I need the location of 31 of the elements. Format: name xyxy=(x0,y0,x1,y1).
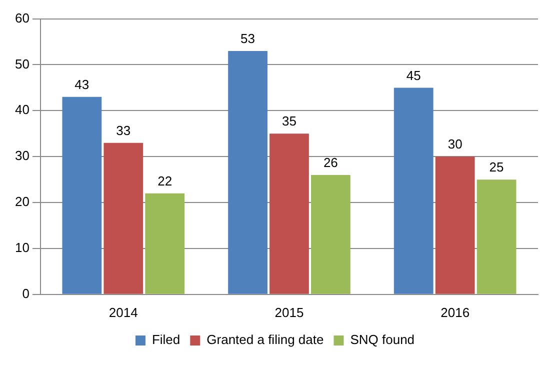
bar xyxy=(476,180,516,294)
data-label: 35 xyxy=(282,114,296,129)
y-tick-label: 20 xyxy=(14,194,30,210)
y-tick-label: 0 xyxy=(22,286,30,301)
bar xyxy=(270,134,309,294)
y-tick-label: 10 xyxy=(14,240,30,256)
legend-label: Granted a filing date xyxy=(206,332,324,348)
y-tick-label: 60 xyxy=(14,10,30,26)
data-label: 26 xyxy=(323,155,338,170)
bar xyxy=(311,174,350,294)
data-label: 33 xyxy=(116,122,131,138)
x-tick-label: 2015 xyxy=(274,304,304,320)
data-label: 25 xyxy=(489,160,504,175)
x-tick-label: 2014 xyxy=(108,304,138,320)
bar xyxy=(145,193,185,294)
data-label: 53 xyxy=(240,31,256,46)
legend-label: Filed xyxy=(152,332,180,348)
data-label: 30 xyxy=(448,136,462,152)
y-tick-label: 50 xyxy=(14,56,30,72)
bar xyxy=(104,142,144,294)
data-label: 43 xyxy=(74,76,90,92)
data-label: 45 xyxy=(406,68,421,83)
y-tick-label: 40 xyxy=(14,102,30,118)
data-label: 22 xyxy=(158,173,172,188)
bar xyxy=(435,156,475,294)
bar xyxy=(62,96,102,294)
bar xyxy=(228,50,268,294)
y-tick-label: 30 xyxy=(14,148,30,164)
legend-label: SNQ found xyxy=(350,332,415,348)
x-tick-label: 2016 xyxy=(440,304,470,320)
bar xyxy=(394,88,434,294)
